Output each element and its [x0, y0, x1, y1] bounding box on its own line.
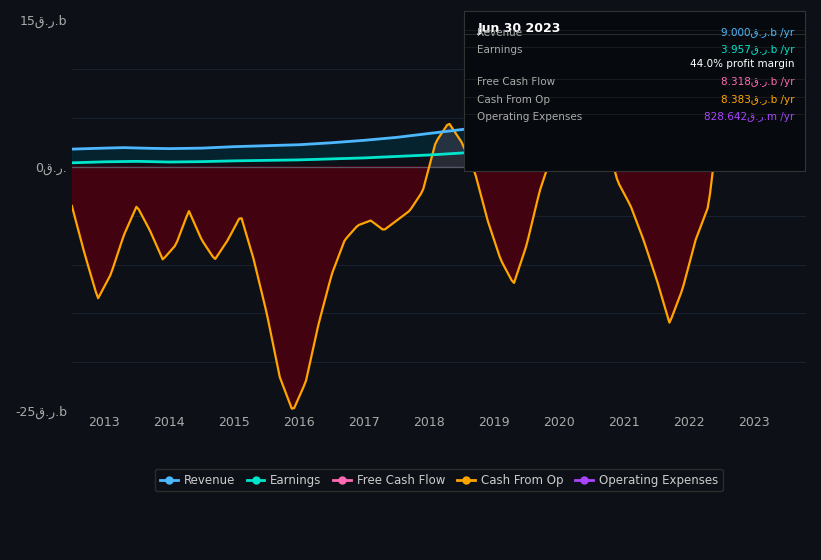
- Text: 8.318ق.ر.b /yr: 8.318ق.ر.b /yr: [721, 77, 795, 87]
- Text: Cash From Op: Cash From Op: [478, 95, 551, 105]
- Text: Revenue: Revenue: [478, 27, 523, 38]
- Text: 3.957ق.ر.b /yr: 3.957ق.ر.b /yr: [721, 45, 795, 55]
- Text: 828.642ق.ر.m /yr: 828.642ق.ر.m /yr: [704, 112, 795, 122]
- Legend: Revenue, Earnings, Free Cash Flow, Cash From Op, Operating Expenses: Revenue, Earnings, Free Cash Flow, Cash …: [155, 469, 722, 492]
- Text: Operating Expenses: Operating Expenses: [478, 112, 583, 122]
- Text: 9.000ق.ر.b /yr: 9.000ق.ر.b /yr: [721, 27, 795, 38]
- Text: Free Cash Flow: Free Cash Flow: [478, 77, 556, 87]
- Text: Jun 30 2023: Jun 30 2023: [478, 22, 561, 35]
- Text: 44.0% profit margin: 44.0% profit margin: [690, 59, 795, 69]
- Text: Earnings: Earnings: [478, 45, 523, 55]
- Text: 8.383ق.ر.b /yr: 8.383ق.ر.b /yr: [721, 95, 795, 105]
